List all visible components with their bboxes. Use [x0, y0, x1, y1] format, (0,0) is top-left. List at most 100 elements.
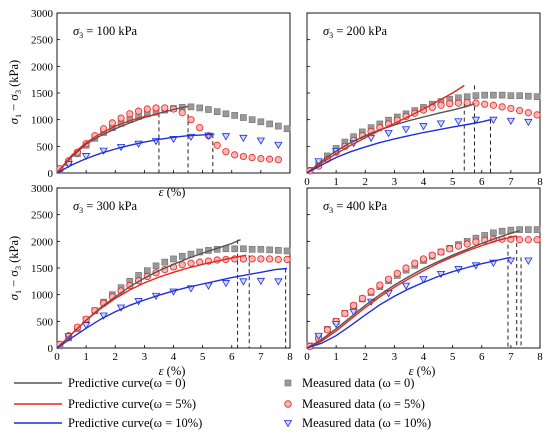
data-point-circle	[134, 107, 143, 115]
data-point-circle	[187, 116, 195, 124]
data-point-circle	[463, 240, 471, 248]
x-tick-label: 5	[450, 176, 456, 188]
measured-series-omega-5pct	[306, 99, 541, 175]
data-point-triangle	[314, 332, 323, 341]
data-point-circle	[248, 255, 256, 263]
data-point-triangle	[99, 312, 108, 320]
legend-label: Measured data (ω = 5%)	[302, 397, 425, 411]
data-point-circle	[178, 261, 186, 269]
data-point-square	[516, 92, 523, 99]
data-point-square	[525, 226, 532, 233]
data-point-triangle	[401, 282, 411, 290]
data-point-triangle	[401, 126, 411, 134]
data-point-circle	[507, 104, 515, 113]
data-point-circle	[481, 100, 489, 108]
x-tick-label: 0	[304, 176, 310, 188]
data-point-triangle	[524, 257, 533, 265]
x-tick-label: 2	[113, 351, 119, 363]
data-point-square	[498, 227, 506, 235]
data-point-triangle	[419, 123, 428, 131]
data-point-square	[472, 92, 480, 99]
panel-2: 0 1 2 3 4 5 6 7 8 σ3 = 200 kPa	[304, 12, 543, 188]
x-tick-label: 7	[508, 176, 514, 188]
data-point-triangle	[81, 153, 91, 161]
data-point-circle	[117, 114, 125, 122]
data-point-triangle	[331, 321, 341, 329]
data-point-square	[498, 91, 506, 99]
data-point-triangle	[454, 118, 463, 126]
x-tick-label: 0	[54, 351, 60, 363]
legend-item-4: Measured data (ω = 0)	[284, 376, 414, 390]
data-point-circle	[376, 281, 384, 289]
legend-label: Predictive curve(ω = 5%)	[68, 397, 196, 411]
data-point-triangle	[221, 280, 231, 288]
data-point-square	[170, 255, 177, 263]
data-point-triangle	[471, 116, 481, 124]
data-point-circle	[257, 155, 265, 163]
y-tick-label: 3000	[31, 8, 54, 20]
data-point-circle	[266, 155, 274, 163]
y-tick-label: 0	[48, 343, 54, 355]
data-point-circle	[454, 242, 463, 250]
predictive-curve-omega-10pct	[306, 256, 512, 349]
data-point-square	[231, 112, 238, 119]
data-point-triangle	[419, 276, 428, 284]
y-axis-label-text: σ1 − σ3 (kPa)	[7, 60, 23, 124]
data-point-circle	[143, 105, 151, 113]
measured-series-omega-5pct	[56, 255, 291, 348]
data-point-square	[205, 106, 212, 113]
data-point-circle	[516, 107, 524, 115]
x-tick-label: 0	[304, 351, 310, 363]
data-point-circle	[126, 110, 134, 118]
predictive-curve-omega-10pct	[306, 119, 491, 174]
predictive-curve-omega-5pct	[56, 113, 160, 174]
panel-annotation: σ3 = 300 kPa	[73, 199, 138, 215]
data-point-circle	[472, 99, 480, 107]
x-tick-label: 1	[333, 351, 339, 363]
x-tick-label: 6	[479, 351, 485, 363]
data-point-circle	[323, 326, 331, 334]
x-tick-label: 4	[421, 176, 427, 188]
measured-series-omega-0	[56, 245, 291, 350]
predictive-curve-omega-0	[56, 105, 189, 174]
data-point-triangle	[524, 118, 533, 127]
x-tick-label: 6	[229, 351, 235, 363]
predictive-curve-omega-0	[56, 239, 241, 349]
y-tick-label: 500	[37, 141, 54, 153]
data-point-circle	[283, 255, 291, 264]
legend-item-6: Measured data (ω = 10%)	[283, 416, 431, 430]
x-tick-label: 8	[287, 351, 293, 363]
legend: Predictive curve(ω = 0) Predictive curve(…	[14, 376, 431, 430]
data-point-circle	[393, 269, 401, 277]
data-point-circle	[428, 251, 436, 259]
x-tick-label: 4	[171, 351, 177, 363]
data-point-circle	[108, 119, 116, 127]
data-point-circle	[152, 104, 160, 112]
predictive-curve-omega-5pct	[56, 254, 247, 349]
data-point-square	[516, 226, 523, 233]
y-tick-label: 2000	[31, 236, 54, 248]
data-point-triangle	[436, 120, 446, 128]
data-point-circle	[411, 259, 419, 267]
data-point-circle	[231, 151, 239, 159]
data-point-square	[257, 246, 265, 253]
y-tick-label: 1000	[31, 115, 54, 127]
x-tick-label: 7	[508, 351, 514, 363]
data-point-triangle	[274, 278, 283, 286]
data-point-circle	[196, 124, 204, 132]
y-tick-label: 500	[37, 316, 54, 328]
data-point-circle	[187, 259, 195, 267]
data-point-square	[507, 92, 515, 99]
predictive-curve-omega-10pct	[56, 267, 288, 349]
legend-marker-circle	[284, 400, 292, 408]
y-tick-label: 1500	[31, 88, 54, 100]
data-point-square	[248, 246, 256, 253]
data-point-circle	[498, 103, 506, 111]
data-point-square	[533, 93, 541, 101]
panel-annotation: σ3 = 100 kPa	[73, 24, 138, 40]
data-point-square	[143, 267, 151, 274]
legend-label: Measured data (ω = 10%)	[302, 416, 431, 430]
legend-item-1: Predictive curve(ω = 0)	[14, 376, 186, 390]
